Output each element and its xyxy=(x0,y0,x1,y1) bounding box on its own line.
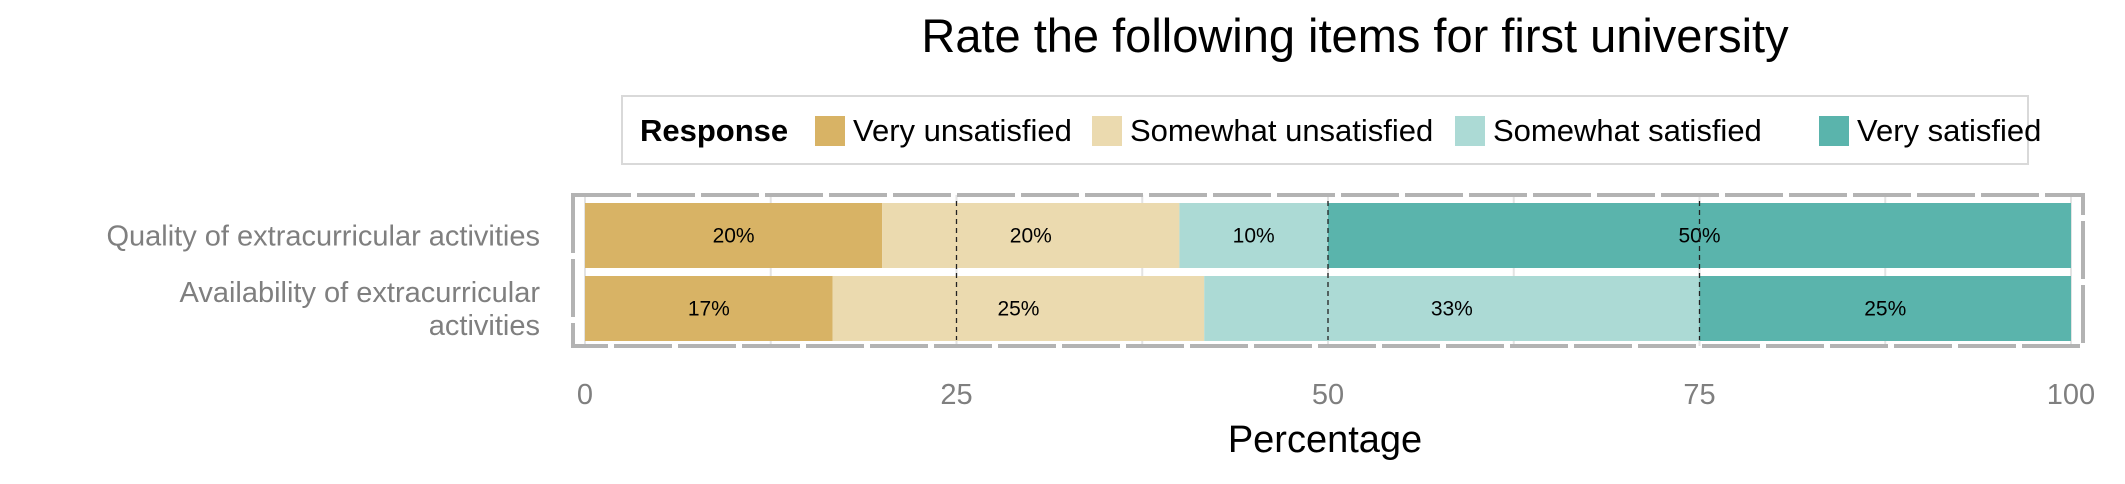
legend-key xyxy=(1092,116,1122,146)
bar-segment xyxy=(1204,276,1700,341)
bar-segment xyxy=(882,203,1180,268)
chart-title: Rate the following items for first unive… xyxy=(921,9,1789,62)
legend-key xyxy=(1819,116,1849,146)
category-label: Quality of extracurricular activities xyxy=(106,221,540,253)
x-tick-label: 75 xyxy=(1683,379,1715,411)
legend-title: Response xyxy=(640,113,788,148)
category-label: activities xyxy=(429,310,540,342)
bar-segment xyxy=(1179,203,1328,268)
x-axis-title: Percentage xyxy=(1228,419,1422,461)
legend-key xyxy=(1455,116,1485,146)
bar-value-label: 10% xyxy=(1233,225,1275,248)
legend-box xyxy=(621,95,2029,165)
x-tick-label: 0 xyxy=(577,379,593,411)
bar-segment xyxy=(832,276,1205,341)
bar-value-label: 17% xyxy=(688,298,730,321)
legend-key xyxy=(815,116,845,146)
category-label: Availability of extracurricular xyxy=(180,277,541,309)
bar-segment xyxy=(585,276,833,341)
panel-border xyxy=(571,193,2085,348)
legend-label: Somewhat satisfied xyxy=(1493,113,1762,148)
bar-segment xyxy=(1699,276,2071,341)
bar-value-label: 50% xyxy=(1678,225,1720,248)
legend-label: Very satisfied xyxy=(1857,113,2041,148)
bar-value-label: 25% xyxy=(1864,298,1906,321)
bar-value-label: 33% xyxy=(1431,298,1473,321)
legend-label: Somewhat unsatisfied xyxy=(1130,113,1433,148)
bar-value-label: 20% xyxy=(1010,225,1052,248)
bar-value-label: 20% xyxy=(713,225,755,248)
x-tick-label: 50 xyxy=(1312,379,1344,411)
x-tick-label: 25 xyxy=(940,379,972,411)
bar-value-label: 25% xyxy=(997,298,1039,321)
x-tick-label: 100 xyxy=(2047,379,2095,411)
bar-segment xyxy=(585,203,883,268)
legend-label: Very unsatisfied xyxy=(853,113,1072,148)
legend: Response Very unsatisfied Somewhat unsatis… xyxy=(621,95,2041,165)
plot-area: 20% 20% 10% 50% 17% 25% 33% 25% 0 25 50 75 100 Qualit… xyxy=(106,193,2095,411)
